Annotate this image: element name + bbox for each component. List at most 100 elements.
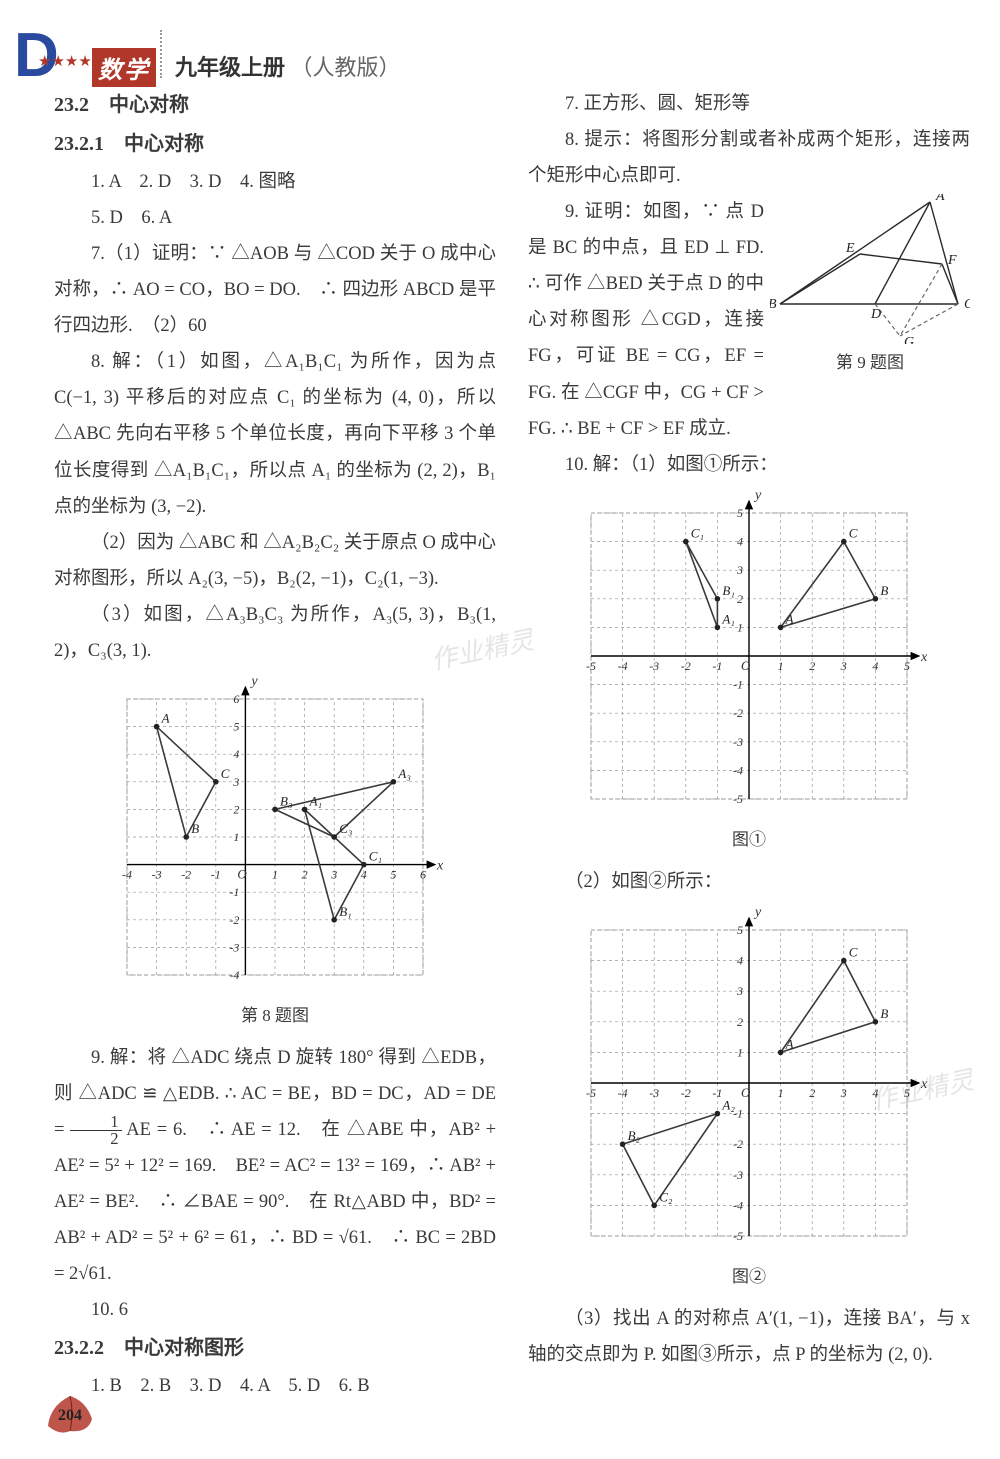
svg-text:5: 5 (737, 923, 743, 937)
answer-line: 1. A 2. D 3. D 4. 图略 (54, 164, 496, 200)
edition-text: （人教版） (291, 55, 401, 80)
svg-text:-2: -2 (733, 706, 743, 720)
svg-text:A₃: A₃ (397, 766, 410, 781)
svg-text:1: 1 (778, 1086, 784, 1100)
svg-text:-3: -3 (733, 1168, 743, 1182)
svg-text:A₁: A₁ (309, 793, 322, 808)
svg-text:-3: -3 (733, 734, 743, 748)
svg-text:2: 2 (737, 1015, 743, 1029)
svg-text:-2: -2 (181, 867, 191, 881)
header-stars-icon: ★★★★ (38, 52, 92, 71)
figure-caption: 第 8 题图 (54, 999, 496, 1032)
grade-text: 九年级上册 (175, 55, 285, 80)
svg-text:E: E (845, 241, 855, 256)
solution-text: 9. 解：将 △ADC 绕点 D 旋转 180° 得到 △EDB，则 △ADC … (54, 1040, 496, 1292)
svg-text:1: 1 (272, 867, 278, 881)
header-divider (160, 30, 162, 78)
svg-text:5: 5 (904, 1086, 910, 1100)
svg-text:y: y (753, 908, 762, 920)
answer-line: 5. D 6. A (54, 200, 496, 236)
svg-text:C: C (849, 944, 858, 959)
svg-text:-4: -4 (122, 867, 132, 881)
svg-text:B₁: B₁ (722, 582, 734, 597)
svg-text:-1: -1 (229, 885, 239, 899)
solution-text: 10. 解：（1）如图①所示： (528, 447, 970, 483)
svg-text:B₁: B₁ (339, 904, 351, 919)
svg-text:1: 1 (737, 620, 743, 634)
svg-text:6: 6 (420, 867, 426, 881)
page-header: D ★★★★ 数学 九年级上册 （人教版） (0, 20, 1000, 80)
svg-text:5: 5 (904, 659, 910, 673)
svg-text:2: 2 (302, 867, 308, 881)
subsection-title: 23.2.2 中心对称图形 (54, 1329, 496, 1368)
figure-caption: 第 9 题图 (770, 346, 970, 379)
figure-caption: 图② (528, 1260, 970, 1293)
svg-text:A₂: A₂ (721, 1097, 735, 1112)
svg-text:-3: -3 (649, 659, 659, 673)
svg-text:-4: -4 (733, 1198, 743, 1212)
coordinate-grid-svg: -4-3-2-1123456-4-3-2-1123456OxyABCA₁B₁C₁… (105, 677, 445, 997)
figure-9: ABCDEFG 第 9 题图 (770, 194, 970, 379)
svg-text:A: A (935, 194, 945, 204)
svg-text:2: 2 (809, 659, 815, 673)
triangle-diagram-svg: ABCDEFG (770, 194, 970, 344)
svg-text:3: 3 (232, 775, 239, 789)
svg-text:3: 3 (840, 1086, 847, 1100)
svg-text:A: A (785, 611, 794, 626)
header-subject: 数学 (92, 48, 156, 87)
svg-text:B₃: B₃ (280, 793, 292, 808)
solution-text: （2）如图②所示： (528, 864, 970, 900)
svg-text:2: 2 (233, 802, 239, 816)
svg-text:5: 5 (737, 506, 743, 520)
svg-text:4: 4 (872, 1086, 878, 1100)
svg-text:1: 1 (737, 1045, 743, 1059)
svg-text:B: B (880, 1006, 888, 1021)
svg-text:-1: -1 (211, 867, 221, 881)
solution-text: （3）如图，△A₃B₃C₃ 为所作，A₃(5, 3)，B₃(1, 2)，C₃(3… (54, 597, 496, 669)
text-run: 9. 解：将 △ADC 绕点 D 旋转 180° 得到 △EDB，则 △ADC … (54, 1048, 496, 1104)
svg-text:4: 4 (872, 659, 878, 673)
svg-text:C₁: C₁ (369, 848, 382, 863)
svg-text:-3: -3 (229, 940, 239, 954)
svg-text:O: O (741, 658, 751, 673)
figure-10b: -5-4-3-2-112345-5-4-3-2-112345OxyABCA₂B₂… (528, 908, 970, 1293)
section-title: 23.2 中心对称 (54, 86, 496, 125)
subsection-title: 23.2.1 中心对称 (54, 125, 496, 164)
svg-text:O: O (237, 866, 247, 881)
coordinate-grid-svg: -5-4-3-2-112345-5-4-3-2-112345OxyABCA₂B₂… (569, 908, 929, 1258)
answer-line: 7. 正方形、圆、矩形等 (528, 86, 970, 122)
svg-text:F: F (947, 253, 957, 268)
svg-text:B₂: B₂ (628, 1128, 641, 1143)
svg-text:A₁: A₁ (721, 611, 734, 626)
svg-text:6: 6 (233, 692, 239, 706)
svg-text:-1: -1 (733, 677, 743, 691)
svg-text:G: G (904, 335, 914, 344)
svg-text:D: D (870, 307, 881, 322)
svg-text:O: O (741, 1085, 751, 1100)
svg-text:4: 4 (737, 534, 743, 548)
svg-text:-4: -4 (618, 659, 628, 673)
svg-text:-2: -2 (733, 1137, 743, 1151)
svg-text:-2: -2 (681, 659, 691, 673)
svg-text:C₁: C₁ (691, 525, 704, 540)
figure-10a: -5-4-3-2-112345-5-4-3-2-112345OxyABCA₁B₁… (528, 491, 970, 856)
svg-text:x: x (920, 650, 928, 665)
solution-text: （3）找出 A 的对称点 A′(1, −1)，连接 BA′，与 x 轴的交点即为… (528, 1301, 970, 1373)
coordinate-grid-svg: -5-4-3-2-112345-5-4-3-2-112345OxyABCA₁B₁… (569, 491, 929, 821)
svg-text:5: 5 (390, 867, 396, 881)
svg-text:-4: -4 (733, 763, 743, 777)
svg-text:-5: -5 (586, 659, 596, 673)
answer-line: 1. B 2. B 3. D 4. A 5. D 6. B (54, 1368, 496, 1404)
solution-text: 7.（1）证明：∵ △AOB 与 △COD 关于 O 成中心对称，∴ AO = … (54, 236, 496, 344)
svg-text:3: 3 (736, 563, 743, 577)
svg-text:A: A (785, 1036, 794, 1051)
figure-caption: 图① (528, 823, 970, 856)
svg-text:C₃: C₃ (339, 821, 352, 836)
svg-text:-5: -5 (733, 1229, 743, 1243)
q9-block: ABCDEFG 第 9 题图 9. 证明：如图，∵ 点 D 是 BC 的中点，且… (528, 194, 970, 483)
svg-text:-2: -2 (681, 1086, 691, 1100)
figure-8: -4-3-2-1123456-4-3-2-1123456OxyABCA₁B₁C₁… (54, 677, 496, 1032)
svg-text:C₂: C₂ (659, 1189, 673, 1204)
svg-text:x: x (920, 1077, 928, 1092)
svg-text:2: 2 (737, 591, 743, 605)
